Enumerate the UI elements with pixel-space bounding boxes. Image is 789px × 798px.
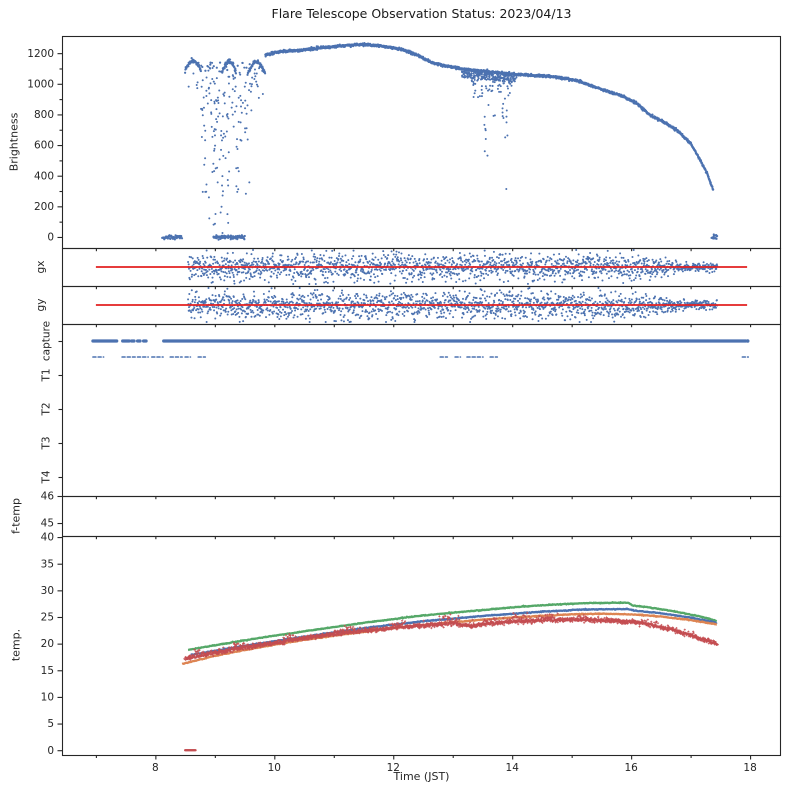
y-label-temp: temp. [9,628,23,662]
x-axis-label: Time (JST) [393,770,450,783]
y-label-gx: gx [35,260,47,274]
y-label-ftemp: f-temp [9,497,23,535]
y-label-gy: gy [35,298,47,312]
chart-title: Flare Telescope Observation Status: 2023… [271,6,572,21]
y-label-brightness: Brightness [7,112,21,172]
